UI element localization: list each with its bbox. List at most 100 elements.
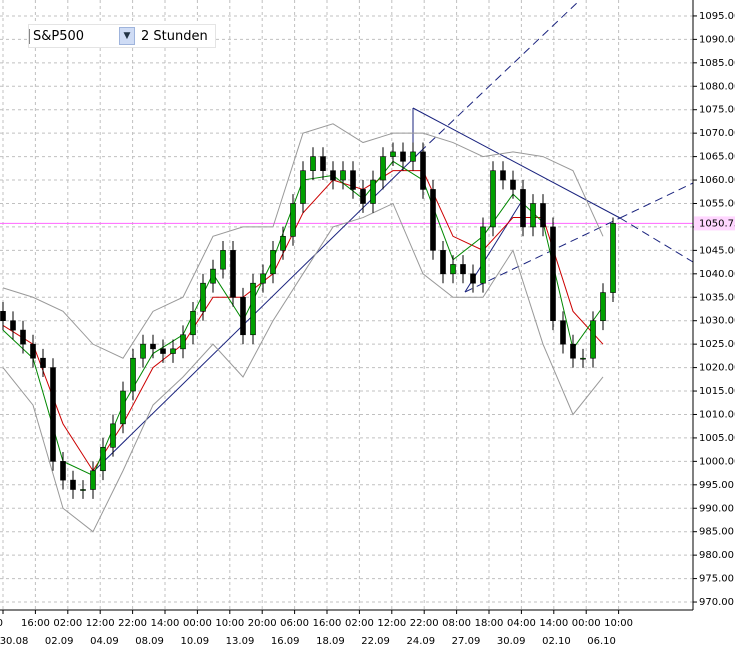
- x-date-label: 02.09: [45, 636, 74, 647]
- trendline: [419, 0, 581, 153]
- y-tick-label: 1085.00: [699, 58, 735, 69]
- y-tick-label: 1075.00: [699, 105, 735, 116]
- y-tick-label: 970.00: [699, 597, 734, 608]
- candle-body: [280, 236, 286, 251]
- candle-body: [0, 311, 6, 322]
- y-tick-label: 975.00: [699, 574, 734, 585]
- y-tick-label: 1005.00: [699, 433, 735, 444]
- candle-body: [80, 489, 86, 491]
- grid: [0, 0, 693, 610]
- candle-body: [290, 203, 296, 237]
- x-time-label: 02:00: [53, 618, 82, 629]
- x-time-label: 14:00: [151, 618, 180, 629]
- x-time-label: 18:00: [475, 618, 504, 629]
- candle-body: [570, 343, 576, 359]
- x-date-label: 30.09: [497, 636, 526, 647]
- y-tick-label: 995.00: [699, 480, 734, 491]
- symbol-dropdown[interactable]: ▼: [119, 27, 135, 45]
- trendline: [92, 151, 421, 473]
- candle-body: [380, 156, 386, 181]
- y-tick-label: 1060.00: [699, 175, 735, 186]
- candle-body: [20, 329, 26, 345]
- candle-body: [260, 273, 266, 284]
- y-tick-label: 980.00: [699, 550, 734, 561]
- x-time-label: 12:00: [86, 618, 115, 629]
- candle-body: [180, 334, 186, 350]
- x-time-label: 22:00: [118, 618, 147, 629]
- x-date-label: 16.09: [271, 636, 300, 647]
- plot: [0, 123, 616, 533]
- x-date-label: 08.09: [135, 636, 164, 647]
- x-time-label: 22:00: [410, 618, 439, 629]
- indicator-line: [2, 202, 604, 533]
- x-date-label: 13.09: [226, 636, 255, 647]
- x-time-label: 04:00: [507, 618, 536, 629]
- timeframe[interactable]: 2 Stunden: [141, 28, 208, 44]
- candle-body: [40, 357, 46, 368]
- candle-body: [270, 250, 276, 275]
- candle-body: [360, 189, 366, 204]
- y-tick-label: 990.00: [699, 503, 734, 514]
- candle-body: [70, 479, 76, 490]
- x-time-label: 16:00: [21, 618, 50, 629]
- x-date-label: 18.09: [316, 636, 345, 647]
- candle-body: [410, 151, 416, 162]
- candle-body: [100, 447, 106, 472]
- candle-body: [540, 203, 546, 228]
- x-time-label: 02:00: [345, 618, 374, 629]
- y-tick-label: 1030.00: [699, 316, 735, 327]
- candle-body: [480, 226, 486, 284]
- last-price-box: [694, 216, 735, 231]
- candle-body: [430, 189, 436, 251]
- candle-body: [90, 470, 96, 490]
- candle-body: [450, 264, 456, 275]
- y-tick-label: 1045.00: [699, 245, 735, 256]
- y-tick-label: 1070.00: [699, 128, 735, 139]
- x-time-label: 20:00: [248, 618, 277, 629]
- x-date-label: 02.10: [542, 636, 571, 647]
- x-time-label: 10:00: [215, 618, 244, 629]
- y-tick-label: 1095.00: [699, 11, 735, 22]
- y-tick-label: 1020.00: [699, 363, 735, 374]
- trendline: [619, 217, 694, 263]
- x-time-label: 12:00: [377, 618, 406, 629]
- indicator-line: [2, 123, 604, 359]
- y-tick-label: 1025.00: [699, 339, 735, 350]
- candle-body: [390, 151, 396, 157]
- x-time-label: 14:00: [539, 618, 568, 629]
- candle-body: [30, 343, 36, 359]
- y-tick-label: 1035.00: [699, 292, 735, 303]
- candle-body: [370, 179, 376, 204]
- candle-body: [230, 250, 236, 298]
- y-tick-label: 1015.00: [699, 386, 735, 397]
- candle-body: [110, 423, 116, 448]
- candle-body: [160, 348, 166, 354]
- x-time-label: 00: [0, 618, 3, 629]
- candle-body: [250, 282, 256, 336]
- candle-body: [530, 203, 536, 228]
- x-time-label: 06:00: [280, 618, 309, 629]
- candle-body: [460, 264, 466, 275]
- candle-body: [490, 170, 496, 228]
- candle-body: [440, 250, 446, 275]
- x-date-label: 30.08: [0, 636, 28, 647]
- candle-body: [340, 170, 346, 181]
- candle-body: [10, 320, 16, 331]
- candle-body: [520, 189, 526, 228]
- y-tick-label: 1055.00: [699, 198, 735, 209]
- x-time-label: 00:00: [572, 618, 601, 629]
- candle-body: [130, 357, 136, 392]
- x-time-label: 16:00: [313, 618, 342, 629]
- candle-body: [200, 282, 206, 312]
- candle-body: [50, 367, 56, 462]
- symbol[interactable]: S&P500: [29, 28, 119, 44]
- x-time-label: 08:00: [442, 618, 471, 629]
- candle-body: [330, 170, 336, 181]
- x-time-label: 10:00: [604, 618, 633, 629]
- candle-body: [400, 151, 406, 162]
- x-date-label: 10.09: [180, 636, 209, 647]
- candle-body: [550, 226, 556, 322]
- y-tick-label: 1065.00: [699, 152, 735, 163]
- x-date-label: 04.09: [90, 636, 119, 647]
